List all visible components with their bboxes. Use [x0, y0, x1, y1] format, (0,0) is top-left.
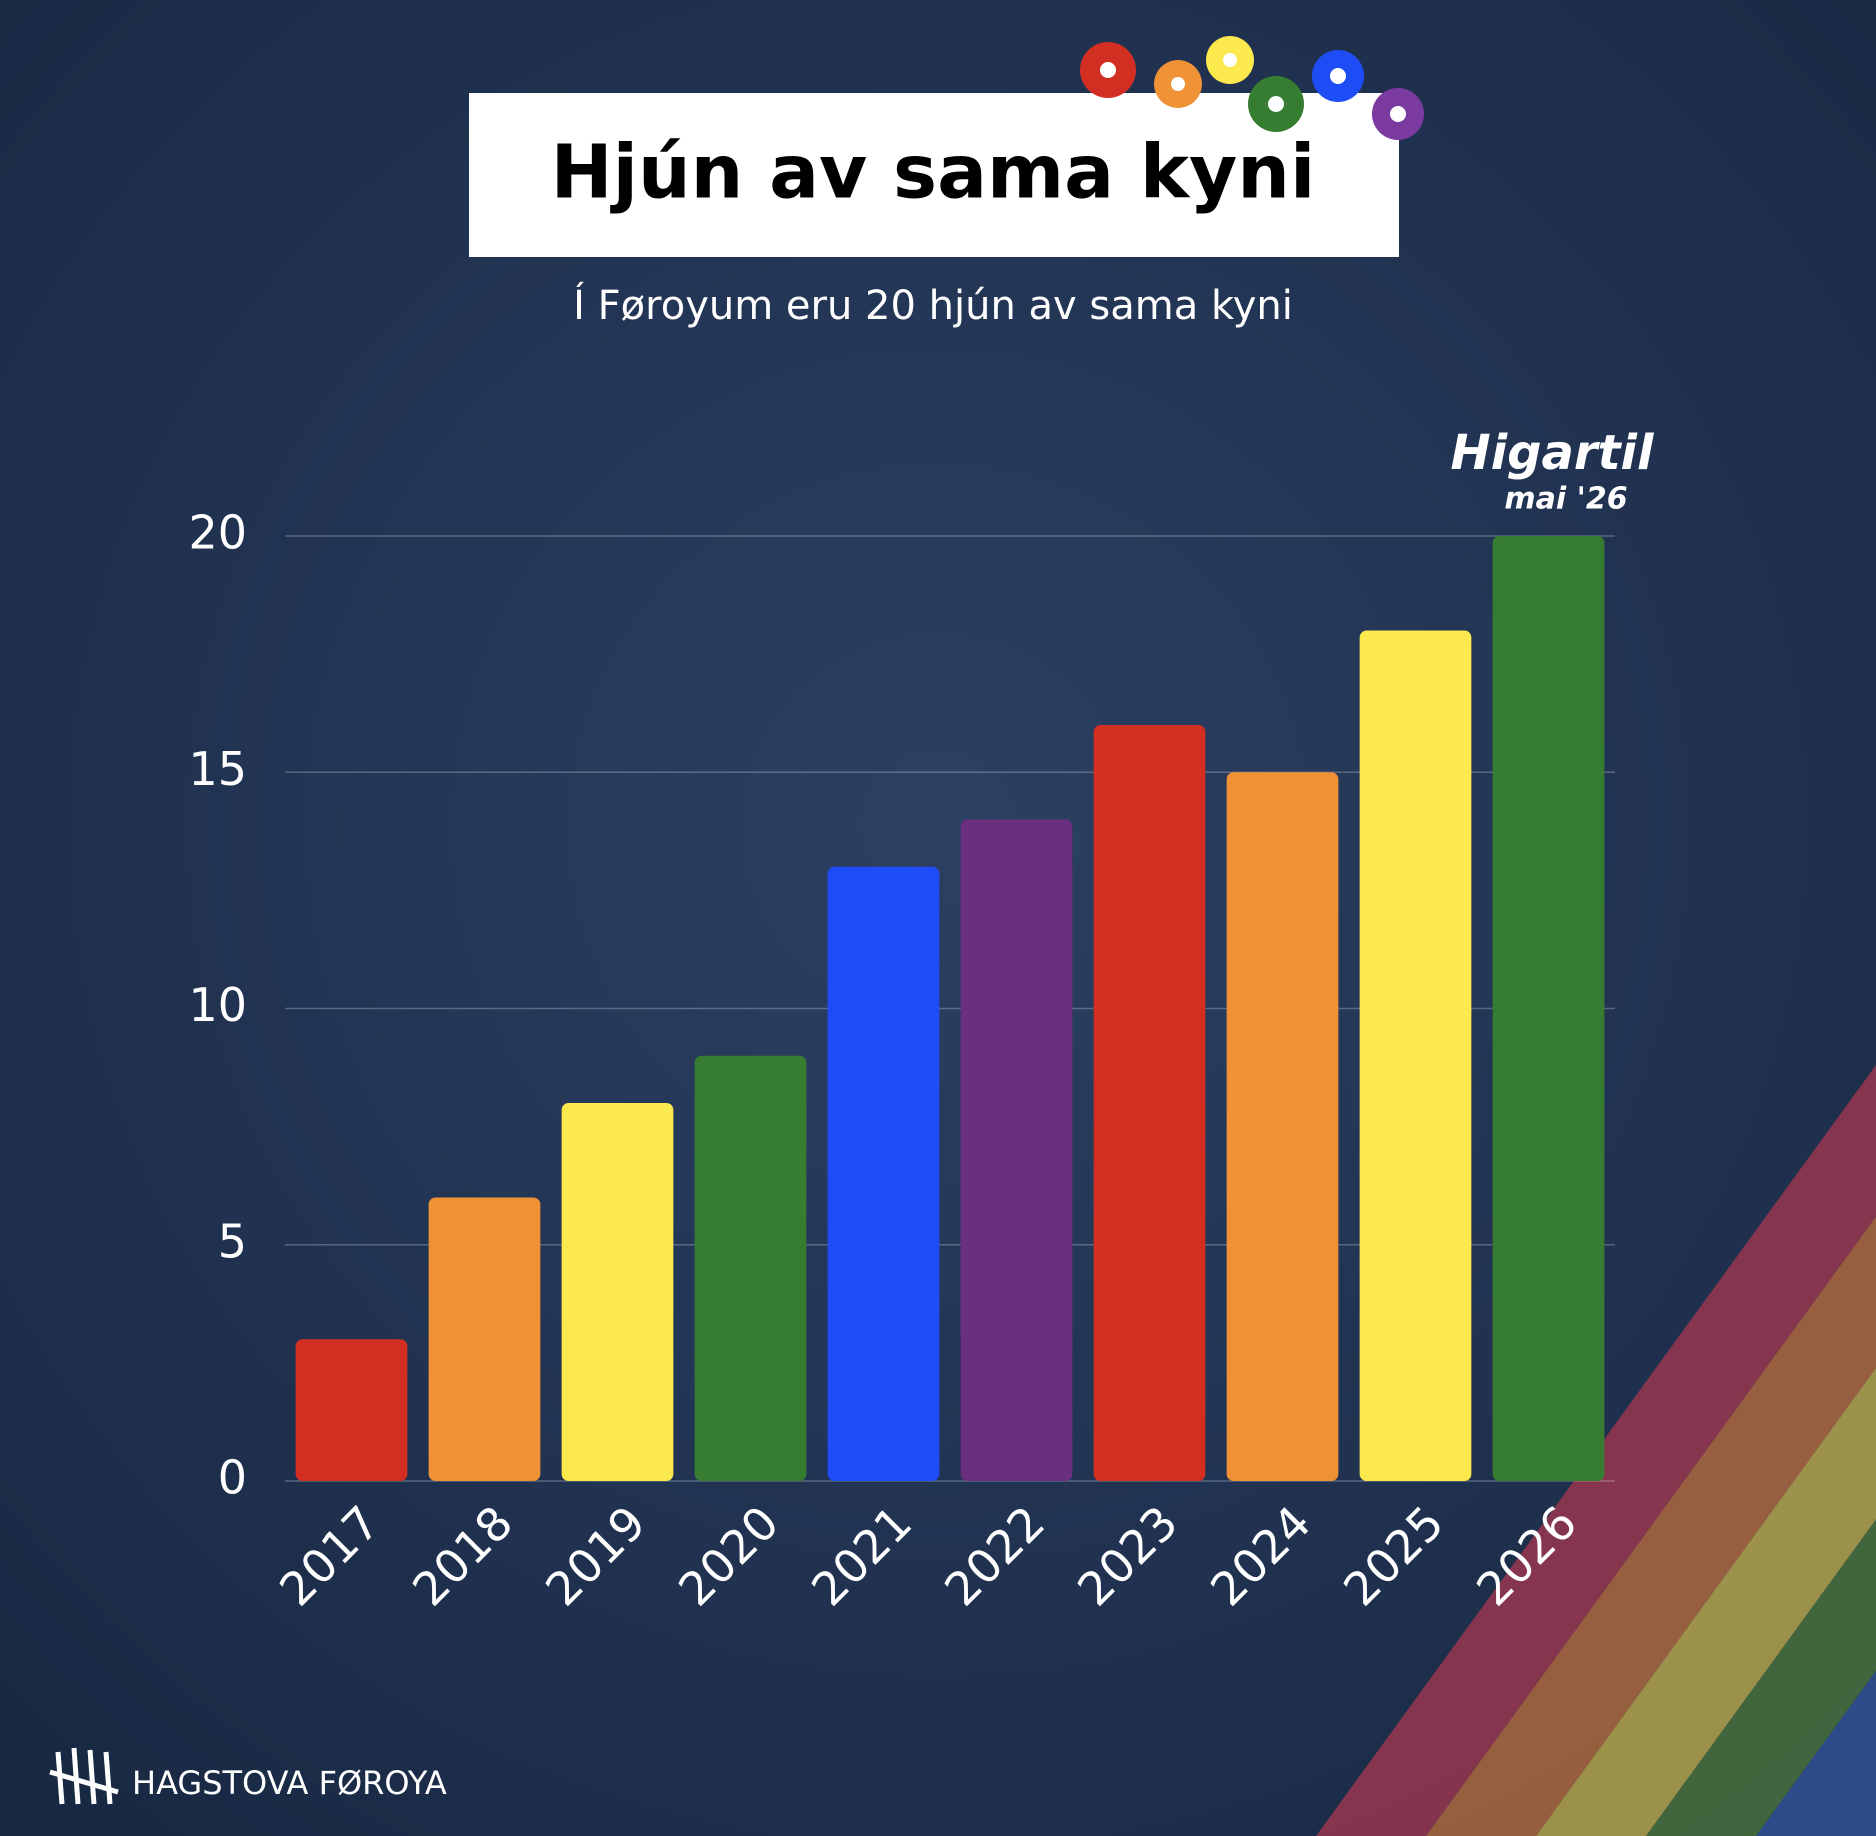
- flowers: [1080, 36, 1424, 140]
- bar: [1226, 772, 1339, 1481]
- y-tick-label: 10: [188, 978, 247, 1032]
- title-box: [469, 93, 1399, 257]
- chart-title: Hjún av sama kyni: [551, 130, 1316, 216]
- bar: [428, 1197, 541, 1481]
- annotation: Higartil: [1451, 425, 1654, 481]
- bar: [694, 1055, 807, 1481]
- y-tick-label: 15: [188, 742, 247, 796]
- bar: [827, 866, 940, 1481]
- y-tick-label: 5: [218, 1214, 247, 1268]
- bar: [561, 1103, 674, 1481]
- bar: [1359, 630, 1472, 1481]
- bar: [1492, 536, 1605, 1481]
- bar: [295, 1339, 408, 1481]
- bar: [1093, 725, 1206, 1481]
- annotation: mai '26: [1504, 482, 1627, 517]
- logo: [49, 1747, 119, 1805]
- bar: [960, 819, 1073, 1481]
- y-tick-label: 0: [218, 1451, 247, 1505]
- chart-subtitle: Í Føroyum eru 20 hjún av sama kyni: [573, 281, 1293, 329]
- source: HAGSTOVA FØROYA: [132, 1764, 447, 1802]
- y-tick-label: 20: [188, 506, 247, 560]
